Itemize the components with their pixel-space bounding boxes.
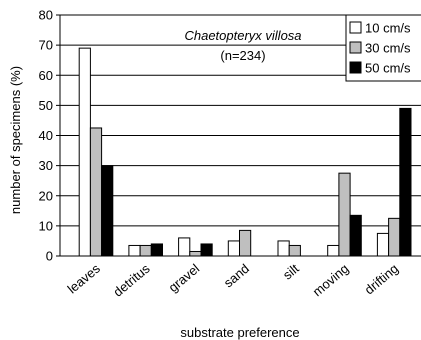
legend-label: 50 cm/s [365,61,411,76]
y-tick-label: 0 [46,249,53,264]
bar-10-cm-s-detritus [128,244,141,257]
x-axis-title: substrate preference [180,325,299,340]
x-category-label-detritus: detritus [110,260,153,299]
legend-swatch [349,61,362,74]
species-annotation: Chaetopteryx villosa [184,28,301,43]
x-category-label-moving: moving [310,261,352,299]
y-tick-label: 10 [39,218,53,233]
y-tick-label: 80 [39,8,53,23]
bar-10-cm-s-moving [327,244,340,257]
bar-50-cm-s-detritus [150,243,164,257]
bar-50-cm-s-leaves [101,165,114,257]
x-category-label-drifting: drifting [362,261,402,298]
bar-30-cm-s-drifting [388,217,401,257]
y-tick-labels: 0 10 20 30 40 50 60 70 80 [39,8,53,264]
bar-30-cm-s-silt [288,244,301,257]
legend-swatch [349,41,362,54]
x-category-label-sand: sand [221,261,252,291]
bar-50-cm-s-drifting [399,107,412,257]
bar-10-cm-s-silt [277,240,290,257]
y-tick-label: 30 [39,158,53,173]
y-tick-label: 20 [39,188,53,203]
bar-30-cm-s-gravel [189,250,202,257]
y-tick-label: 60 [39,68,53,83]
bar-10-cm-s-leaves [78,47,91,257]
x-category-labels: leaves detritus gravel sand silt moving drifti… [65,260,402,299]
y-tick-label: 70 [39,38,53,53]
bar-30-cm-s-sand [239,229,252,257]
bar-50-cm-s-gravel [200,243,213,257]
bar-30-cm-s-detritus [139,244,152,257]
legend: 10 cm/s 30 cm/s 50 cm/s [345,14,421,82]
axes [56,14,421,257]
sample-size-annotation: (n=234) [220,48,265,63]
x-category-label-gravel: gravel [166,261,203,295]
y-tick-label: 40 [39,128,53,143]
bar-10-cm-s-sand [227,240,241,257]
legend-label: 10 cm/s [365,21,411,36]
bar-30-cm-s-leaves [89,127,103,257]
gridlines [60,14,421,227]
legend-label: 30 cm/s [365,41,411,56]
y-axis-title: number of specimens (%) [8,66,23,214]
bar-10-cm-s-gravel [178,237,191,257]
bar-30-cm-s-moving [338,172,351,257]
x-category-label-leaves: leaves [65,260,104,296]
bar-10-cm-s-drifting [376,232,390,257]
legend-swatch [349,21,362,34]
y-tick-label: 50 [39,98,53,113]
x-category-label-silt: silt [280,261,302,283]
bar-50-cm-s-moving [349,214,362,257]
